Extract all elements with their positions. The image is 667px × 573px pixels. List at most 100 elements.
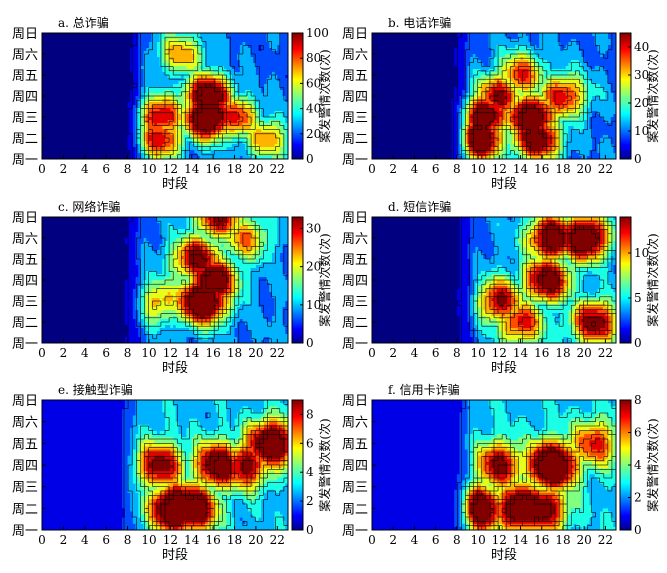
- heatmap-cell: [92, 138, 97, 142]
- heatmap-cell: [269, 120, 273, 124]
- heatmap-cell: [111, 123, 115, 127]
- heatmap-cell: [122, 132, 126, 136]
- heatmap-cell: [215, 147, 220, 151]
- heatmap-cell: [210, 93, 214, 97]
- heatmap-cell: [231, 117, 236, 121]
- heatmap-cell: [108, 81, 113, 85]
- heatmap-cell: [143, 156, 147, 159]
- heatmap-cell: [202, 75, 206, 79]
- heatmap-cell: [223, 42, 228, 46]
- heatmap-cell: [231, 99, 236, 103]
- heatmap-cell: [210, 48, 214, 52]
- heatmap-cell: [258, 102, 262, 106]
- heatmap-cell: [181, 84, 185, 88]
- heatmap-cell: [114, 105, 118, 109]
- heatmap-cell: [263, 147, 268, 151]
- heatmap-cell: [66, 129, 70, 133]
- heatmap-cell: [130, 66, 134, 70]
- heatmap-cell: [111, 99, 115, 103]
- heatmap-cell: [253, 84, 257, 88]
- heatmap-cell: [146, 33, 150, 37]
- heatmap-cell: [250, 117, 254, 121]
- heatmap-cell: [98, 99, 102, 103]
- heatmap-cell: [92, 84, 97, 88]
- heatmap-cell: [92, 147, 97, 151]
- heatmap-cell: [154, 63, 158, 67]
- heatmap-cell: [213, 99, 217, 103]
- heatmap-cell: [140, 90, 145, 94]
- heatmap-cell: [50, 96, 54, 100]
- heatmap-cell: [116, 72, 121, 76]
- heatmap-cell: [132, 57, 137, 61]
- heatmap-cell: [205, 87, 209, 91]
- heatmap-cell: [103, 123, 107, 127]
- heatmap-cell: [239, 111, 244, 115]
- heatmap-cell: [279, 57, 284, 61]
- heatmap-cell: [261, 105, 265, 109]
- heatmap-cell: [274, 66, 278, 70]
- heatmap-cell: [66, 108, 70, 112]
- heatmap-cell: [374, 63, 378, 67]
- heatmap-cell: [42, 84, 46, 88]
- heatmap-cell: [191, 108, 196, 112]
- heatmap-cell: [175, 150, 179, 154]
- heatmap-cell: [277, 156, 281, 159]
- heatmap-cell: [103, 45, 107, 49]
- heatmap-cell: [271, 90, 276, 94]
- heatmap-cell: [226, 147, 230, 151]
- heatmap-cell: [245, 63, 249, 67]
- heatmap-cell: [52, 84, 56, 88]
- heatmap-cell: [52, 54, 56, 58]
- heatmap-cell: [95, 36, 99, 40]
- heatmap-cell: [148, 75, 153, 79]
- heatmap-cell: [191, 75, 196, 79]
- heatmap-cell: [135, 45, 139, 49]
- heatmap-cell: [247, 114, 252, 118]
- heatmap-cell: [140, 120, 145, 124]
- heatmap-cell: [114, 78, 118, 82]
- heatmap-cell: [111, 120, 115, 124]
- heatmap-cell: [52, 111, 56, 115]
- heatmap-cell: [194, 72, 198, 76]
- heatmap-cell: [285, 93, 288, 97]
- heatmap-cell: [127, 42, 131, 46]
- heatmap-cell: [74, 54, 78, 58]
- heatmap-cell: [274, 114, 278, 118]
- heatmap-cell: [98, 108, 102, 112]
- heatmap-cell: [372, 42, 376, 46]
- heatmap-cell: [106, 114, 110, 118]
- heatmap-cell: [221, 108, 225, 112]
- heatmap-cell: [213, 108, 217, 112]
- heatmap-cell: [79, 48, 83, 52]
- heatmap-cell: [103, 93, 107, 97]
- heatmap-cell: [258, 84, 262, 88]
- heatmap-cell: [239, 153, 244, 157]
- heatmap-cell: [234, 99, 238, 103]
- heatmap-cell: [271, 156, 276, 159]
- heatmap-cell: [269, 81, 273, 85]
- heatmap-cell: [140, 39, 145, 43]
- heatmap-cell: [100, 111, 105, 115]
- heatmap-cell: [191, 42, 196, 46]
- heatmap-cell: [100, 69, 105, 73]
- heatmap-cell: [197, 135, 201, 139]
- heatmap-cell: [159, 69, 163, 73]
- heatmap-cell: [237, 153, 241, 157]
- heatmap-cell: [191, 150, 196, 154]
- heatmap-cell: [242, 36, 246, 40]
- heatmap-cell: [55, 66, 59, 70]
- heatmap-cell: [92, 96, 97, 100]
- heatmap-cell: [68, 87, 73, 91]
- heatmap-cell: [165, 42, 169, 46]
- heatmap-cell: [151, 48, 155, 52]
- heatmap-cell: [253, 69, 257, 73]
- heatmap-cell: [111, 153, 115, 157]
- heatmap-cell: [108, 105, 113, 109]
- heatmap-cell: [261, 156, 265, 159]
- heatmap-cell: [60, 102, 64, 106]
- heatmap-cell: [122, 84, 126, 88]
- heatmap-cell: [119, 126, 123, 130]
- heatmap-cell: [372, 90, 376, 94]
- heatmap-cell: [84, 57, 89, 61]
- heatmap-cell: [50, 66, 54, 70]
